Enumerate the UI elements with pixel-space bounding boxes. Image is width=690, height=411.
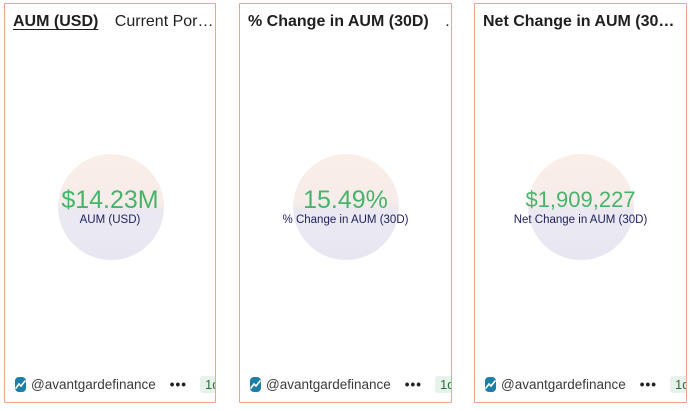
card-footer: @avantgardefinance ••• 1d	[485, 376, 686, 393]
metric-card-net-change: Net Change in AUM (30… $1,909,227 Net Ch…	[474, 3, 687, 403]
background-circle	[58, 154, 164, 260]
card-footer: @avantgardefinance ••• 1d	[250, 376, 451, 393]
trend-line-logo-icon	[485, 377, 496, 392]
metric-value: $14.23M	[61, 186, 159, 214]
author-handle-link[interactable]: @avantgardefinance	[266, 377, 391, 392]
card-tabs: AUM (USD) Current Por…	[13, 13, 215, 31]
metric-label: Net Change in AUM (30D)	[513, 214, 648, 226]
tab-overflow[interactable]: .	[445, 13, 450, 30]
metric-card-aum: AUM (USD) Current Por… $14.23M AUM (USD)…	[4, 3, 216, 403]
metric-value: 15.49%	[303, 186, 388, 214]
trend-line-logo-icon	[15, 377, 26, 392]
tab-aum-change-30d[interactable]: % Change in AUM (30D)	[248, 13, 429, 30]
card-tabs: Net Change in AUM (30…	[483, 13, 686, 31]
more-dots-icon[interactable]: •••	[169, 377, 187, 392]
author-handle-link[interactable]: @avantgardefinance	[31, 377, 156, 392]
more-dots-icon[interactable]: •••	[404, 377, 422, 392]
trend-line-logo-icon	[250, 377, 261, 392]
card-footer: @avantgardefinance ••• 1d	[15, 376, 215, 393]
tab-aum-usd[interactable]: AUM (USD)	[13, 13, 99, 30]
period-selector[interactable]: 1d	[669, 376, 686, 393]
tab-net-change-30d[interactable]: Net Change in AUM (30…	[483, 13, 675, 30]
period-selector[interactable]: 1d	[434, 376, 451, 393]
metric-card-aum-change: % Change in AUM (30D) . 15.49% % Change …	[239, 3, 452, 403]
background-circle	[528, 154, 634, 260]
metric-label: % Change in AUM (30D)	[282, 214, 409, 226]
period-selector[interactable]: 1d	[199, 376, 215, 393]
metric-value: $1,909,227	[525, 187, 636, 212]
card-tabs: % Change in AUM (30D) .	[248, 13, 451, 31]
more-dots-icon[interactable]: •••	[639, 377, 657, 392]
author-handle-link[interactable]: @avantgardefinance	[501, 377, 626, 392]
tab-current-portfolio[interactable]: Current Por…	[114, 13, 214, 30]
metric-label: AUM (USD)	[79, 214, 141, 226]
background-circle	[293, 154, 399, 260]
